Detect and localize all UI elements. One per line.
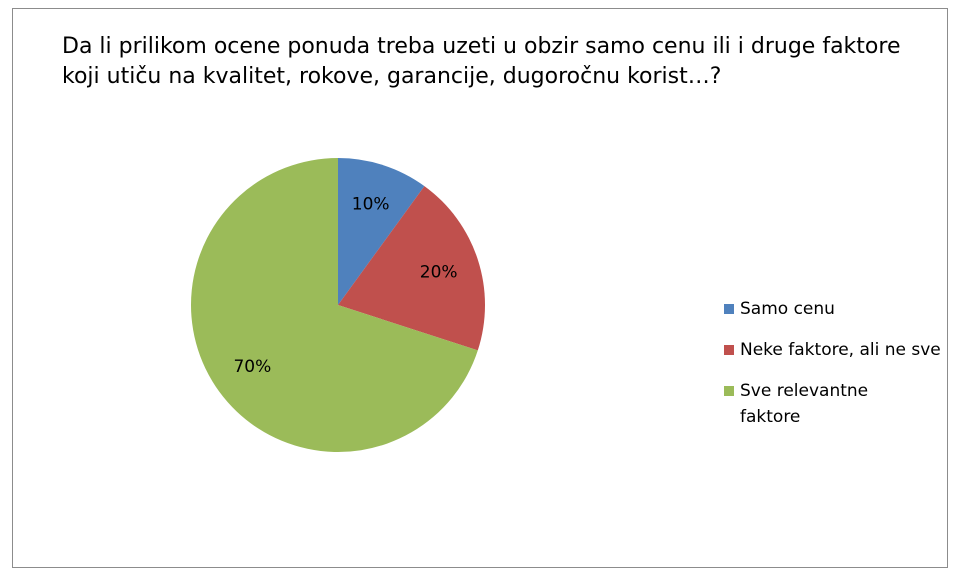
page: {"chart_data": {"type": "pie", "title": … [12, 8, 962, 568]
legend-swatch [724, 345, 734, 355]
pie-slice [191, 158, 478, 452]
pie-chart: 10% 20% 70% [191, 158, 485, 452]
legend-label: Neke faktore, ali ne sve [740, 340, 941, 360]
legend-swatch [724, 304, 734, 314]
data-label: 70% [233, 357, 271, 377]
pie-slice [338, 158, 425, 305]
chart-title: Da li prilikom ocene ponuda treba uzeti … [62, 34, 901, 89]
legend: Samo cenu Neke faktore, ali ne sve Sve rel… [724, 296, 962, 445]
legend-label: Samo cenu [740, 299, 835, 319]
data-label: 10% [352, 194, 390, 214]
legend-label: Sve relevantne faktore [740, 381, 869, 427]
legend-item: Neke faktore, ali ne sve [724, 337, 962, 363]
legend-swatch [724, 386, 734, 396]
data-label: 20% [420, 262, 458, 282]
legend-item: Samo cenu [724, 296, 962, 322]
pie-slice [338, 186, 485, 351]
legend-item: Sve relevantne faktore [724, 378, 962, 430]
